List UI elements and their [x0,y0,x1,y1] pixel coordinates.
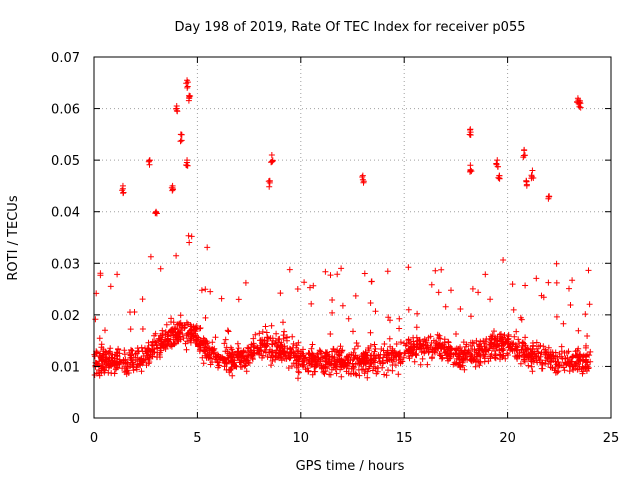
y-tick-label: 0.02 [51,309,80,324]
peak-point [574,95,581,102]
peak-point [521,146,528,153]
peak-point [173,102,180,109]
x-tick-label: 20 [499,431,516,446]
peak-point [268,151,275,158]
x-tick-label: 0 [90,431,98,446]
x-tick-label: 10 [293,431,310,446]
x-axis-label: GPS time / hours [296,459,405,474]
peak-point [496,172,503,179]
peak-point [184,77,191,84]
x-tick-label: 25 [603,431,620,446]
peak-point [467,126,474,133]
peak-point [146,157,153,164]
y-tick-label: 0.01 [51,360,80,375]
plot-frame [93,56,612,419]
peak-point [529,167,536,174]
scatter-points [91,79,594,382]
peak-point [523,177,530,184]
peak-point [119,182,126,189]
y-tick-label: 0.03 [51,257,80,272]
peak-point [359,172,366,179]
peak-point [467,162,474,169]
x-tick-label: 5 [193,431,201,446]
peak-point [545,193,552,200]
peak-point [494,157,501,164]
peak-point [177,131,184,138]
peak-point [186,92,193,99]
y-tick-label: 0.04 [51,206,80,221]
axis-ticks: 0 5 10 15 20 25 0 0.01 0.02 0.03 0.04 0.05 0.06 0.07 [51,51,619,446]
y-axis-label: ROTI / TECUs [6,195,21,280]
y-tick-label: 0.07 [51,51,80,66]
data-points [91,77,594,382]
peak-point [169,182,176,189]
chart-title: Day 198 of 2019, Rate Of TEC Index for r… [175,20,526,35]
x-tick-label: 15 [396,431,413,446]
peak-point [184,157,191,164]
peak-point [266,177,273,184]
y-tick-label: 0 [72,412,80,427]
peak-point [153,208,160,215]
y-tick-label: 0.06 [51,103,80,118]
y-tick-label: 0.05 [51,154,80,169]
